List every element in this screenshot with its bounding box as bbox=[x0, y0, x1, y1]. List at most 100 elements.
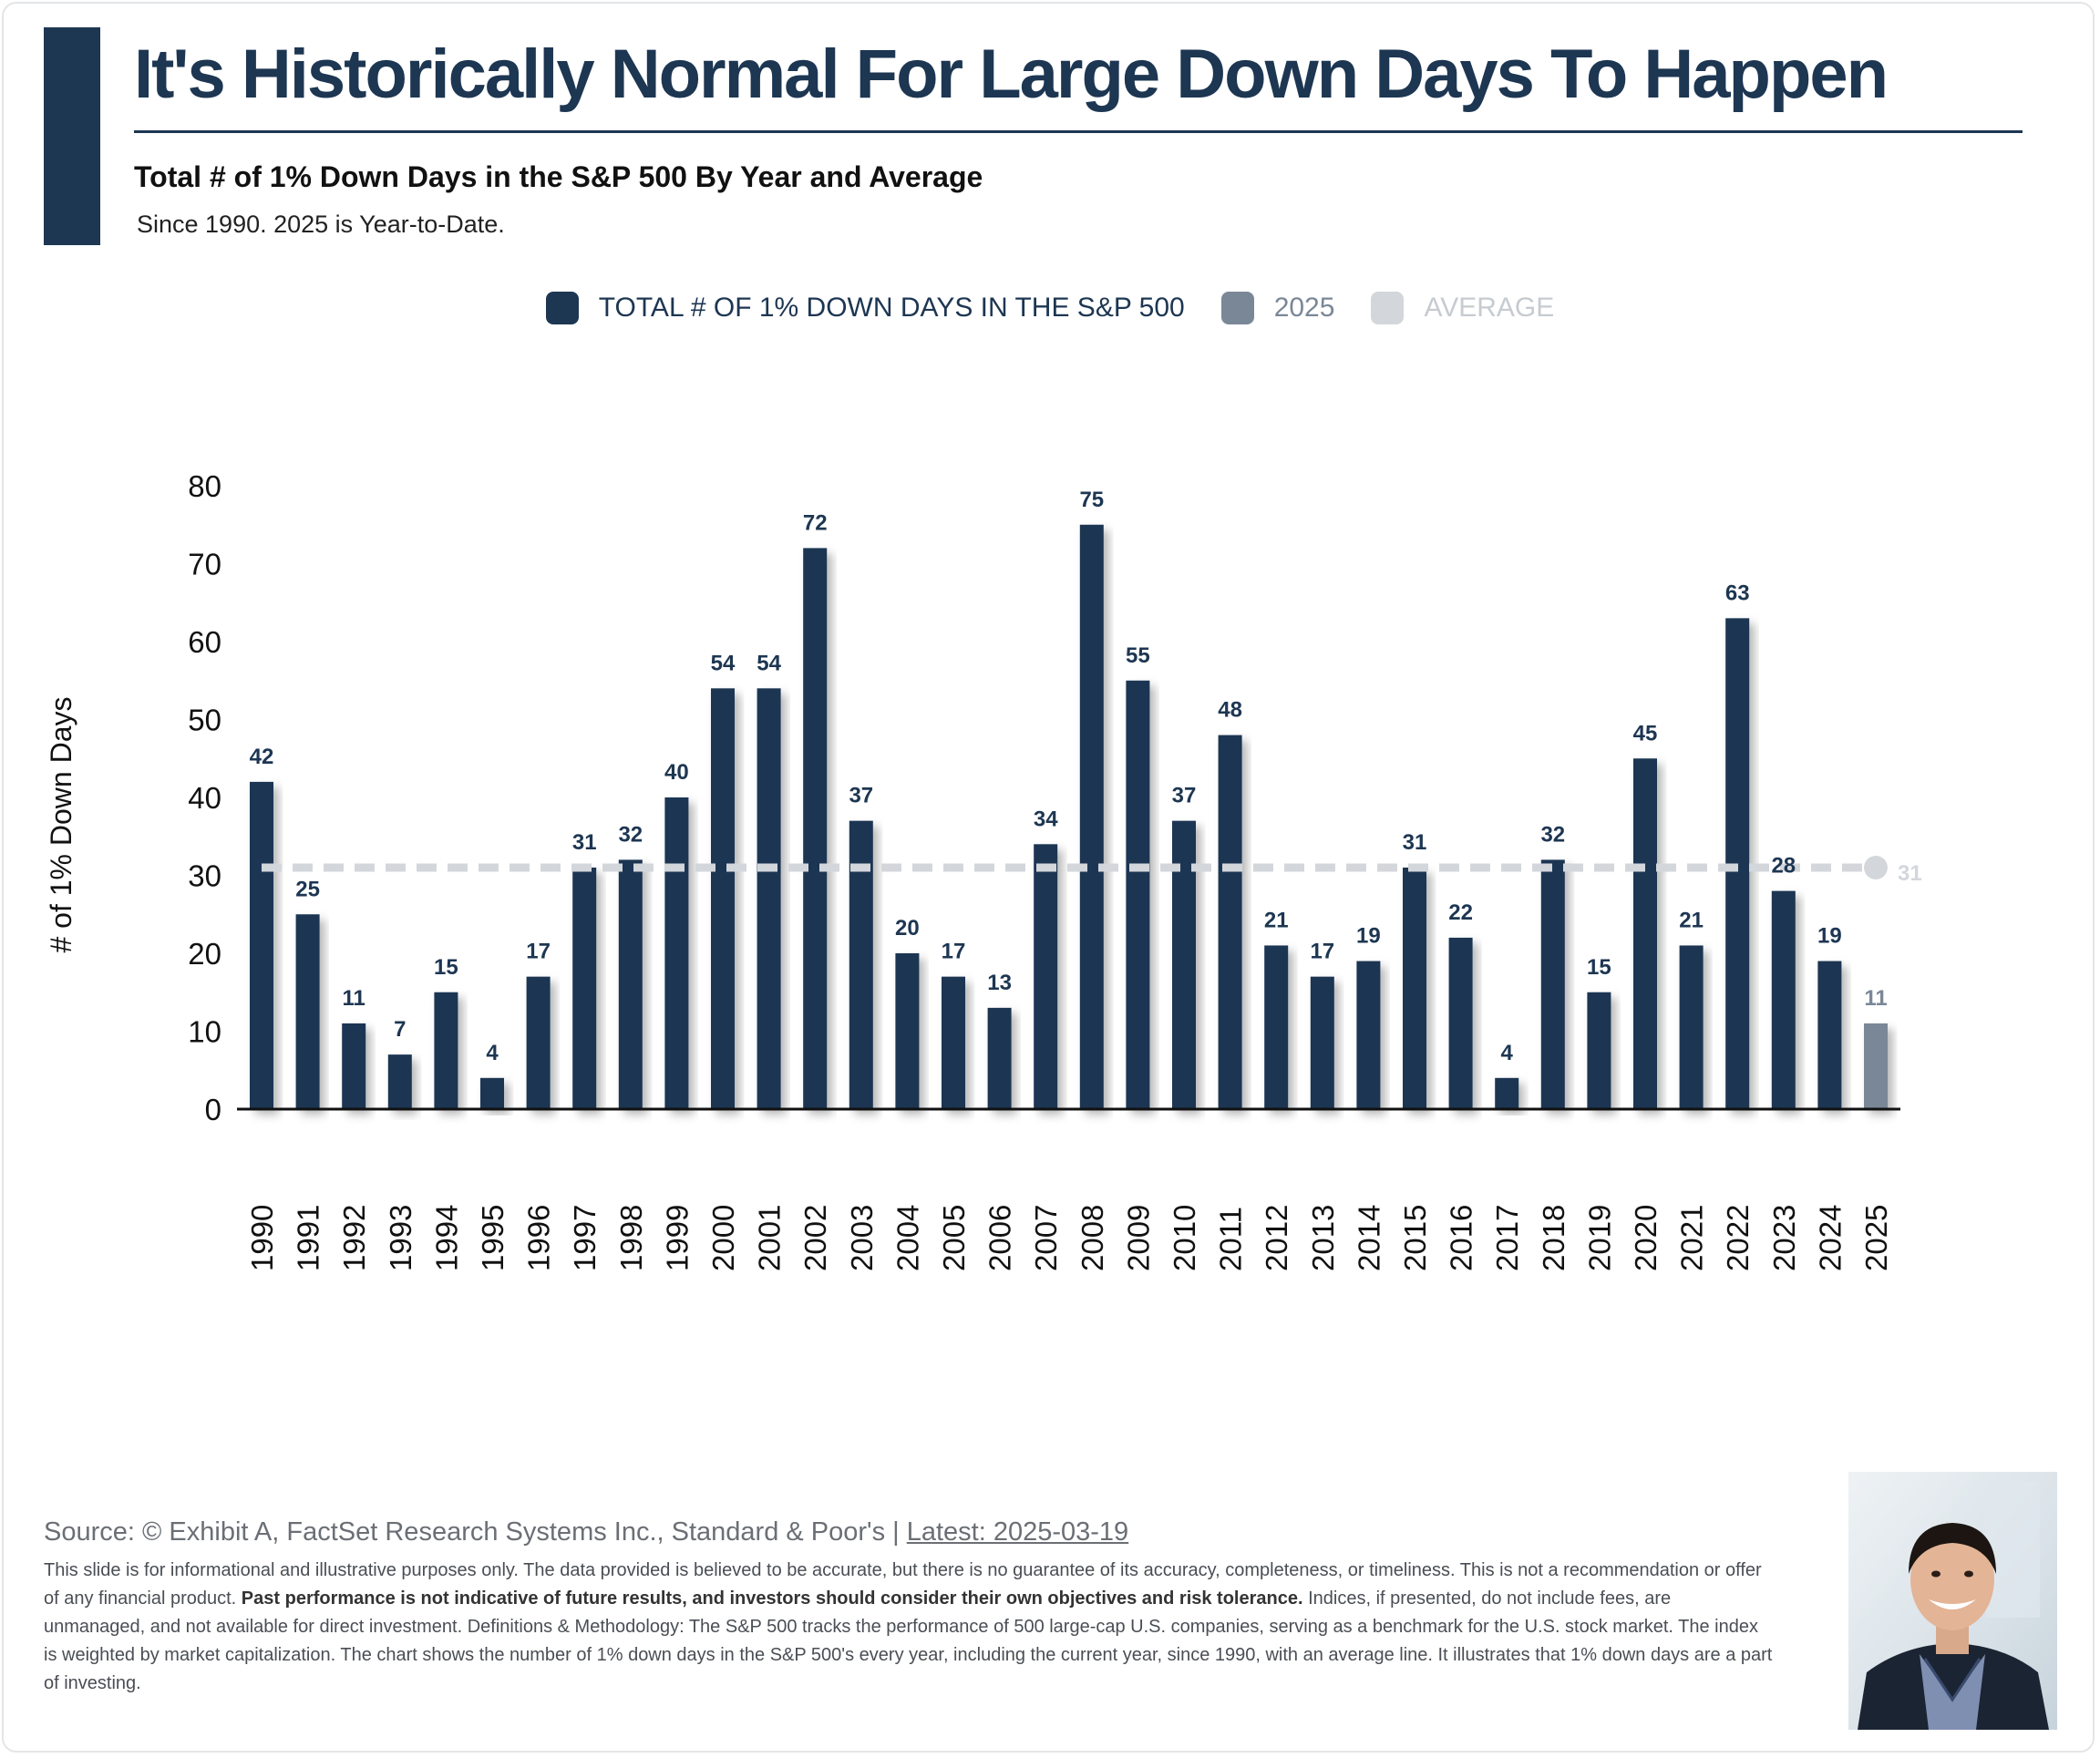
x-tick-label-1999: 1999 bbox=[660, 1205, 694, 1271]
x-tick-label-2005: 2005 bbox=[937, 1205, 971, 1271]
disclaimer-bold: Past performance is not indicative of fu… bbox=[241, 1588, 1303, 1609]
latest-date-link[interactable]: Latest: 2025-03-19 bbox=[906, 1517, 1129, 1547]
x-tick-label-2024: 2024 bbox=[1813, 1205, 1847, 1271]
data-label-1994: 15 bbox=[434, 955, 458, 980]
data-label-2006: 13 bbox=[987, 971, 1012, 995]
x-tick-label-2007: 2007 bbox=[1029, 1205, 1063, 1271]
bar-2016 bbox=[1448, 937, 1473, 1109]
x-tick-label-2001: 2001 bbox=[753, 1205, 787, 1271]
x-tick-label-1996: 1996 bbox=[522, 1205, 556, 1271]
x-tick-label-2004: 2004 bbox=[890, 1205, 924, 1271]
data-label-2021: 21 bbox=[1679, 908, 1704, 932]
advisor-photo bbox=[1848, 1472, 2057, 1730]
bars bbox=[250, 524, 1888, 1109]
data-label-2012: 21 bbox=[1264, 908, 1289, 932]
bar-1994 bbox=[434, 992, 458, 1109]
data-label-2002: 72 bbox=[803, 510, 828, 535]
y-tick-label: 20 bbox=[188, 937, 221, 971]
bar-2005 bbox=[942, 976, 965, 1109]
y-tick-label: 30 bbox=[188, 859, 221, 893]
x-tick-label-1991: 1991 bbox=[292, 1205, 325, 1271]
data-label-2025: 11 bbox=[1864, 986, 1887, 1011]
bar-2021 bbox=[1679, 945, 1704, 1109]
legend-swatch-2025 bbox=[1220, 292, 1254, 324]
x-tick-label-2009: 2009 bbox=[1121, 1205, 1155, 1271]
data-label-1996: 17 bbox=[526, 940, 551, 964]
data-label-2007: 34 bbox=[1034, 807, 1058, 831]
bar-1998 bbox=[618, 859, 643, 1109]
x-tick-label-2022: 2022 bbox=[1721, 1205, 1755, 1271]
x-tick-label-2015: 2015 bbox=[1398, 1205, 1432, 1271]
y-tick-label: 50 bbox=[188, 704, 221, 737]
bar-2023 bbox=[1771, 890, 1796, 1109]
y-axis: 0 10 20 30 40 50 60 70 80 bbox=[188, 469, 221, 1126]
x-tick-label-1990: 1990 bbox=[245, 1205, 279, 1271]
legend-label-total: TOTAL # OF 1% DOWN DAYS IN THE S&P 500 bbox=[598, 293, 1185, 323]
data-labels: 42 25 11 7 15 4 17 31 32 40 54 54 72 37 20 17 13 34 75 55 37… bbox=[250, 488, 1888, 1065]
data-label-2019: 15 bbox=[1587, 955, 1611, 980]
x-tick-label-1994: 1994 bbox=[429, 1205, 463, 1271]
data-label-2018: 32 bbox=[1540, 822, 1565, 847]
bar-2007 bbox=[1034, 844, 1058, 1109]
y-axis-title: # of 1% Down Days bbox=[45, 696, 77, 952]
data-label-2024: 19 bbox=[1817, 924, 1842, 949]
bar-2012 bbox=[1264, 945, 1289, 1109]
x-tick-label-1998: 1998 bbox=[614, 1205, 648, 1271]
legend-item-average: AVERAGE bbox=[1371, 292, 1554, 324]
x-tick-label-2021: 2021 bbox=[1675, 1205, 1709, 1271]
average-line-endpoint bbox=[1864, 855, 1888, 879]
data-label-2011: 48 bbox=[1218, 698, 1242, 723]
bar-1990 bbox=[250, 781, 273, 1109]
x-tick-label-2025: 2025 bbox=[1859, 1205, 1893, 1271]
data-label-1998: 32 bbox=[618, 822, 643, 847]
title-divider bbox=[134, 130, 2023, 133]
y-tick-label: 10 bbox=[188, 1015, 221, 1049]
legend-label-2025: 2025 bbox=[1273, 293, 1335, 323]
data-label-1991: 25 bbox=[295, 877, 320, 901]
x-tick-label-2023: 2023 bbox=[1767, 1205, 1801, 1271]
data-label-2017: 4 bbox=[1501, 1041, 1514, 1065]
x-tick-label-2018: 2018 bbox=[1537, 1205, 1570, 1271]
legend-swatch-total bbox=[545, 292, 579, 324]
data-label-2001: 54 bbox=[757, 651, 781, 675]
bar-2006 bbox=[987, 1007, 1012, 1109]
x-tick-label-2006: 2006 bbox=[983, 1205, 1017, 1271]
bar-1992 bbox=[342, 1023, 366, 1109]
page-title: It's Historically Normal For Large Down … bbox=[134, 36, 1889, 113]
data-label-1997: 31 bbox=[572, 830, 597, 855]
disclaimer-text-1: This slide is for informational and illu… bbox=[44, 1560, 1762, 1609]
legend-item-2025: 2025 bbox=[1220, 292, 1335, 324]
x-tick-label-2020: 2020 bbox=[1629, 1205, 1662, 1271]
data-label-2013: 17 bbox=[1310, 940, 1334, 964]
bar-1991 bbox=[295, 914, 320, 1109]
x-tick-label-2016: 2016 bbox=[1445, 1205, 1478, 1271]
data-label-2014: 19 bbox=[1356, 924, 1381, 949]
x-tick-label-2017: 2017 bbox=[1490, 1205, 1524, 1271]
x-tick-label-2012: 2012 bbox=[1260, 1205, 1293, 1271]
x-tick-label-2002: 2002 bbox=[798, 1205, 832, 1271]
data-label-1992: 11 bbox=[343, 986, 365, 1011]
x-tick-label-2000: 2000 bbox=[706, 1205, 740, 1271]
legend-label-average: AVERAGE bbox=[1424, 293, 1555, 323]
data-label-1993: 7 bbox=[394, 1017, 406, 1042]
data-label-2010: 37 bbox=[1172, 784, 1197, 808]
data-label-2004: 20 bbox=[895, 916, 920, 941]
x-tick-label-1992: 1992 bbox=[337, 1205, 371, 1271]
bar-2008 bbox=[1079, 524, 1104, 1109]
x-tick-label-2013: 2013 bbox=[1306, 1205, 1340, 1271]
bar-2004 bbox=[895, 953, 920, 1109]
x-tick-label-2019: 2019 bbox=[1582, 1205, 1616, 1271]
data-label-1999: 40 bbox=[664, 760, 689, 785]
data-label-2009: 55 bbox=[1126, 643, 1150, 668]
bar-2009 bbox=[1126, 680, 1150, 1109]
y-tick-label: 40 bbox=[188, 781, 221, 815]
data-label-2008: 75 bbox=[1079, 488, 1104, 512]
bar-2013 bbox=[1310, 976, 1334, 1109]
bar-2019 bbox=[1587, 992, 1611, 1109]
bar-2015 bbox=[1403, 867, 1426, 1109]
bar-2014 bbox=[1356, 961, 1381, 1109]
x-axis: 1990 1991 1992 1993 1994 1995 1996 1997 1998 1999… bbox=[237, 1107, 1900, 1271]
legend-swatch-average bbox=[1371, 292, 1405, 324]
bar-2020 bbox=[1633, 758, 1657, 1109]
bar-1995 bbox=[480, 1077, 504, 1109]
